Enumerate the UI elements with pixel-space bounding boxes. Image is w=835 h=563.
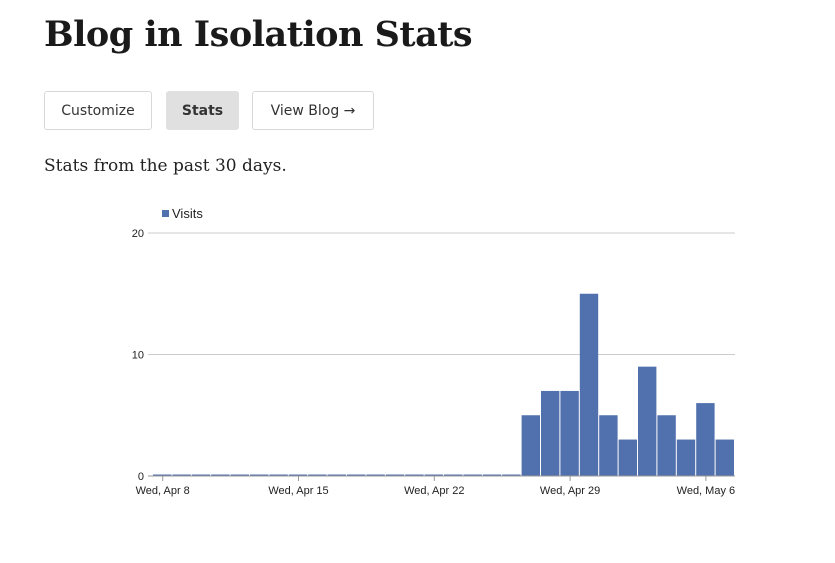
bar [676, 439, 696, 476]
legend-label: Visits [172, 206, 203, 221]
bar [172, 474, 191, 476]
x-tick-label: Wed, Apr 15 [268, 485, 328, 497]
bar [191, 474, 211, 476]
y-tick-label: 10 [132, 350, 144, 362]
y-tick-label: 20 [132, 228, 144, 240]
bar [541, 390, 560, 476]
x-tick-label: Wed, Apr 29 [540, 485, 600, 497]
view-blog-button[interactable]: View Blog → [252, 91, 374, 130]
y-tick-label: 0 [138, 471, 144, 483]
bar [638, 366, 657, 476]
x-tick-label: Wed, May 6 [677, 485, 736, 497]
bar [463, 474, 482, 476]
legend-swatch [162, 210, 169, 217]
page-title: Blog in Isolation Stats [44, 14, 473, 55]
bar [230, 474, 249, 476]
bar [599, 415, 618, 476]
bar [482, 474, 502, 476]
bar [327, 474, 346, 476]
stats-button[interactable]: Stats [166, 91, 239, 130]
x-tick-label: Wed, Apr 8 [136, 485, 190, 497]
bar [153, 474, 172, 476]
bar [715, 439, 734, 476]
bar [366, 474, 385, 476]
customize-button[interactable]: Customize [44, 91, 152, 130]
bar [579, 293, 599, 476]
bar [250, 474, 269, 476]
bar [502, 474, 521, 476]
bar [618, 439, 637, 476]
bar [385, 474, 405, 476]
bar [657, 415, 676, 476]
bar [444, 474, 463, 476]
bar [560, 390, 579, 476]
bar [269, 474, 288, 476]
bar [211, 474, 230, 476]
bar [424, 474, 443, 476]
bar [696, 403, 715, 476]
intro-text: Stats from the past 30 days. [44, 156, 287, 176]
x-tick-label: Wed, Apr 22 [404, 485, 464, 497]
bar [308, 474, 327, 476]
bar [405, 474, 424, 476]
bar [347, 474, 366, 476]
bar [521, 415, 540, 476]
bar [288, 474, 308, 476]
